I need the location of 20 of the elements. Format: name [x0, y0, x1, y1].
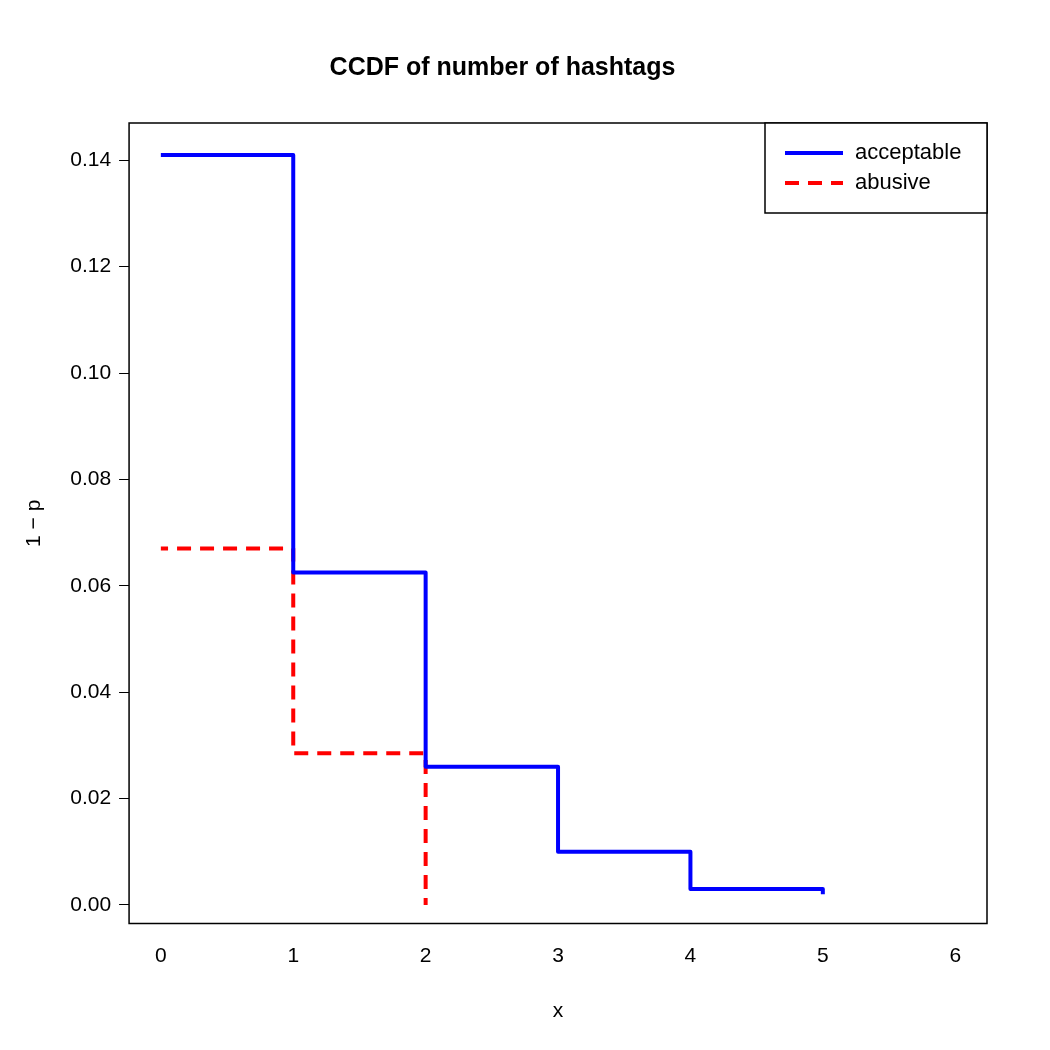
y-tick-label: 0.04 [70, 678, 112, 702]
y-tick-label: 0.10 [70, 359, 112, 383]
y-tick-label: 0.14 [70, 147, 112, 171]
x-axis-title: x [552, 998, 564, 1022]
x-tick-label: 6 [949, 943, 962, 966]
x-tick-label: 0 [155, 943, 167, 966]
y-tick-label: 0.08 [70, 466, 112, 490]
y-tick-label: 0.02 [70, 785, 112, 809]
y-tick-label: 0.12 [70, 253, 112, 277]
y-tick-label: 0.00 [70, 891, 112, 915]
y-axis-title: 1 − p [21, 499, 45, 547]
x-tick-label: 5 [816, 943, 829, 966]
chart-title: CCDF of number of hashtags [329, 51, 676, 80]
x-tick-label: 4 [684, 943, 697, 966]
legend-label: abusive [855, 169, 931, 195]
x-tick-label: 3 [552, 943, 564, 966]
legend-label: acceptable [855, 139, 962, 165]
x-tick-label: 2 [419, 943, 432, 966]
y-tick-label: 0.06 [70, 572, 112, 596]
x-tick-label: 1 [287, 943, 300, 966]
